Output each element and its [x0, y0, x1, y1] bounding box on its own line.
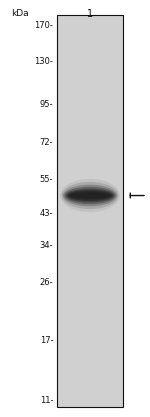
- Text: 34-: 34-: [40, 241, 53, 250]
- Text: 11-: 11-: [40, 396, 53, 405]
- Ellipse shape: [64, 187, 116, 204]
- Ellipse shape: [71, 193, 109, 198]
- Ellipse shape: [60, 179, 120, 212]
- Ellipse shape: [61, 182, 118, 209]
- Text: 55-: 55-: [40, 175, 53, 184]
- Ellipse shape: [69, 191, 111, 200]
- Ellipse shape: [74, 194, 106, 197]
- Ellipse shape: [66, 188, 114, 202]
- Text: 130-: 130-: [34, 57, 53, 66]
- Ellipse shape: [67, 190, 113, 201]
- Text: 43-: 43-: [40, 209, 53, 218]
- Ellipse shape: [70, 192, 110, 198]
- Bar: [57, 15, 123, 407]
- Text: 26-: 26-: [40, 278, 53, 287]
- Ellipse shape: [63, 185, 117, 206]
- Text: kDa: kDa: [11, 9, 28, 18]
- Text: 17-: 17-: [40, 336, 53, 345]
- Text: 72-: 72-: [40, 138, 53, 147]
- Text: 95-: 95-: [40, 100, 53, 109]
- Text: 170-: 170-: [34, 20, 53, 30]
- Text: 1: 1: [87, 9, 93, 19]
